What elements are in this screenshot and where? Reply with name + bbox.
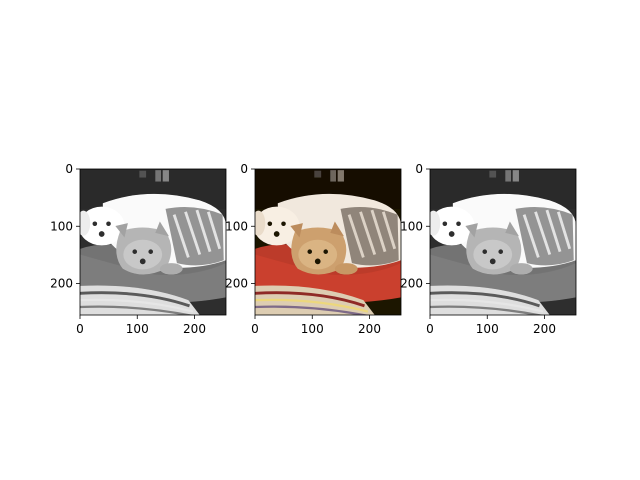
y-tick-label: 100 — [225, 219, 248, 233]
y-tick-label: 100 — [400, 219, 423, 233]
dog-photo-color — [255, 169, 401, 315]
axes-frame — [429, 168, 577, 316]
x-tick-label: 0 — [251, 322, 259, 336]
y-tick-label: 0 — [65, 162, 73, 176]
y-tick-label: 0 — [240, 162, 248, 176]
dog-photo-grayscale — [430, 169, 576, 315]
x-tick-label: 100 — [301, 322, 324, 336]
y-tick-label: 100 — [50, 219, 73, 233]
x-tick-label: 100 — [126, 322, 149, 336]
x-tick-label: 200 — [358, 322, 381, 336]
image-panel-2: 0 100 200 0 100 200 — [225, 162, 402, 336]
y-tick-label: 0 — [415, 162, 423, 176]
axes-frame — [79, 168, 227, 316]
x-tick-label: 0 — [426, 322, 434, 336]
y-tick-label: 200 — [400, 277, 423, 291]
image-panel-1: 0 100 200 0 100 200 — [50, 162, 227, 336]
image-panel-3: 0 100 200 0 100 200 — [400, 162, 577, 336]
y-tick-label: 200 — [50, 277, 73, 291]
axes-frame — [254, 168, 402, 316]
dog-photo-grayscale — [80, 169, 226, 315]
y-tick-label: 200 — [225, 277, 248, 291]
x-tick-label: 200 — [533, 322, 556, 336]
x-tick-label: 200 — [183, 322, 206, 336]
x-tick-label: 100 — [476, 322, 499, 336]
x-tick-label: 0 — [76, 322, 84, 336]
